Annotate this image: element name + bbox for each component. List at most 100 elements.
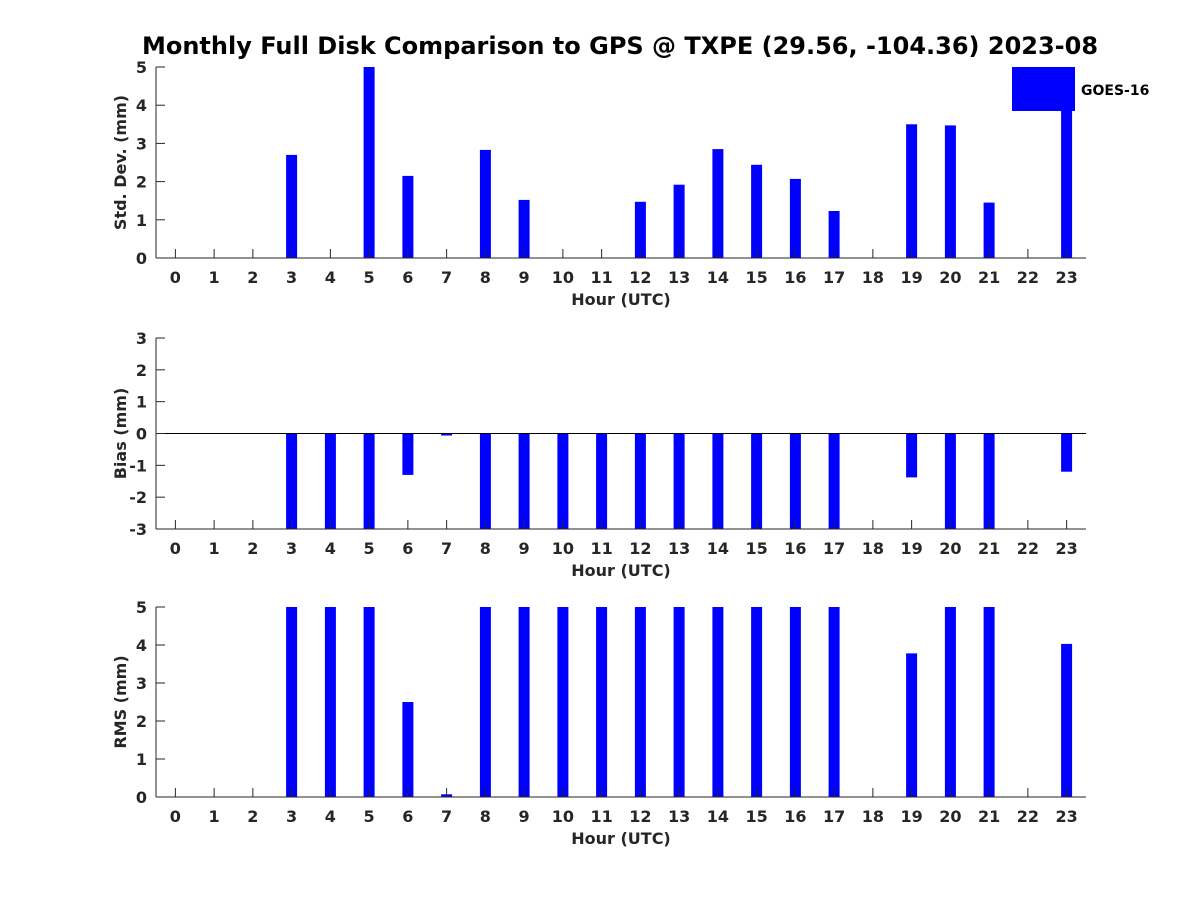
- bar-hour-15: [751, 607, 763, 797]
- bar-hour-8: [479, 149, 491, 258]
- bar-hour-21: [983, 607, 995, 797]
- bar-hour-6: [402, 433, 414, 475]
- x-tick-label: 13: [668, 807, 690, 826]
- y-tick-label: 3: [136, 134, 147, 153]
- bar-hour-10: [557, 607, 569, 797]
- y-tick-label: 1: [136, 393, 147, 412]
- x-tick-label: 15: [745, 807, 767, 826]
- x-tick-label: 20: [939, 268, 961, 287]
- x-tick-label: 1: [209, 268, 220, 287]
- x-tick-label: 14: [707, 268, 729, 287]
- bar-hour-23: [1061, 109, 1073, 258]
- x-axis-label: Hour (UTC): [571, 561, 671, 580]
- x-tick-label: 1: [209, 539, 220, 558]
- y-tick-label: 1: [136, 211, 147, 230]
- x-tick-label: 0: [170, 268, 181, 287]
- y-tick-label: -1: [129, 456, 147, 475]
- bar-hour-4: [324, 433, 336, 529]
- y-axis-label: RMS (mm): [111, 655, 130, 748]
- x-tick-label: 1: [209, 807, 220, 826]
- bar-hour-9: [518, 199, 530, 258]
- x-tick-label: 23: [1055, 807, 1077, 826]
- bar-hour-8: [479, 433, 491, 529]
- x-tick-label: 4: [325, 268, 336, 287]
- x-tick-label: 22: [1017, 807, 1039, 826]
- x-tick-label: 7: [441, 807, 452, 826]
- x-tick-label: 2: [247, 268, 258, 287]
- x-tick-label: 8: [480, 268, 491, 287]
- x-tick-label: 11: [590, 539, 612, 558]
- x-tick-label: 12: [629, 539, 651, 558]
- x-tick-label: 10: [552, 807, 574, 826]
- bar-hour-3: [286, 154, 298, 258]
- x-tick-label: 21: [978, 268, 1000, 287]
- x-tick-label: 12: [629, 268, 651, 287]
- x-tick-label: 19: [900, 268, 922, 287]
- bar-hour-20: [944, 125, 956, 259]
- bar-hour-16: [789, 607, 801, 797]
- x-tick-label: 16: [784, 539, 806, 558]
- x-tick-label: 3: [286, 539, 297, 558]
- bar-hour-15: [751, 433, 763, 529]
- bar-hour-10: [557, 433, 569, 529]
- x-tick-label: 2: [247, 807, 258, 826]
- x-tick-label: 17: [823, 807, 845, 826]
- bar-hour-21: [983, 433, 995, 529]
- x-tick-label: 3: [286, 807, 297, 826]
- bar-hour-6: [402, 702, 414, 797]
- y-tick-label: 5: [136, 58, 147, 77]
- bar-hour-7: [441, 433, 453, 436]
- x-tick-label: 7: [441, 539, 452, 558]
- bar-hour-11: [596, 433, 608, 529]
- x-tick-label: 17: [823, 268, 845, 287]
- bar-hour-21: [983, 202, 995, 258]
- bar-hour-5: [363, 607, 375, 797]
- y-tick-label: 0: [136, 425, 147, 444]
- y-tick-label: 5: [136, 598, 147, 617]
- bar-hour-13: [673, 433, 685, 529]
- bar-hour-3: [286, 433, 298, 529]
- bar-hour-12: [634, 201, 646, 258]
- x-tick-label: 9: [519, 807, 530, 826]
- x-tick-label: 8: [480, 539, 491, 558]
- x-axis-label: Hour (UTC): [571, 829, 671, 848]
- y-axis-label: Bias (mm): [111, 388, 130, 480]
- bar-hour-23: [1061, 643, 1073, 797]
- x-tick-label: 12: [629, 807, 651, 826]
- y-tick-label: -3: [129, 520, 147, 539]
- y-tick-label: 0: [136, 788, 147, 807]
- x-tick-label: 15: [745, 268, 767, 287]
- y-tick-label: 1: [136, 750, 147, 769]
- x-tick-label: 9: [519, 268, 530, 287]
- y-tick-label: 0: [136, 249, 147, 268]
- x-tick-label: 22: [1017, 268, 1039, 287]
- x-tick-label: 19: [900, 807, 922, 826]
- bar-hour-20: [944, 607, 956, 797]
- x-tick-label: 23: [1055, 268, 1077, 287]
- bar-hour-5: [363, 67, 375, 258]
- subplot-2: 0 1 2 3 4 5 6 7 8 9 10 11 12 13 14 15 16 17 18 19 20 21 22 23-3…: [111, 329, 1086, 580]
- bar-hour-13: [673, 184, 685, 258]
- y-tick-label: 4: [136, 636, 147, 655]
- bar-hour-9: [518, 607, 530, 797]
- x-tick-label: 8: [480, 807, 491, 826]
- y-tick-label: 4: [136, 96, 147, 115]
- bar-hour-19: [906, 653, 918, 797]
- bar-hour-11: [596, 607, 608, 797]
- x-axis-label: Hour (UTC): [571, 290, 671, 309]
- x-tick-label: 13: [668, 539, 690, 558]
- y-tick-label: 3: [136, 329, 147, 348]
- y-tick-label: 2: [136, 712, 147, 731]
- bar-hour-15: [751, 164, 763, 258]
- y-axis-label: Std. Dev. (mm): [111, 95, 130, 230]
- bar-hour-14: [712, 433, 724, 529]
- x-tick-label: 10: [552, 539, 574, 558]
- x-tick-label: 18: [862, 807, 884, 826]
- x-tick-label: 14: [707, 539, 729, 558]
- y-tick-label: 2: [136, 173, 147, 192]
- x-tick-label: 20: [939, 539, 961, 558]
- chart-title: Monthly Full Disk Comparison to GPS @ TX…: [142, 32, 1098, 60]
- bar-hour-17: [828, 211, 840, 258]
- bar-hour-17: [828, 607, 840, 797]
- legend: GOES-16: [1012, 67, 1149, 111]
